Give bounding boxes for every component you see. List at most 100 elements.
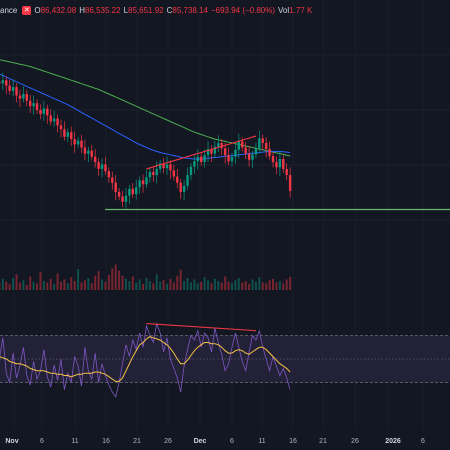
close-key: C: [166, 5, 173, 15]
volume-bar: [166, 284, 168, 290]
candle: [97, 158, 100, 176]
candle: [247, 146, 251, 167]
candle: [15, 83, 18, 103]
volume-bar: [241, 282, 244, 290]
candle: [230, 152, 234, 167]
sell-badge-icon[interactable]: ✕: [22, 5, 32, 15]
candle: [165, 156, 169, 176]
candle: [0, 81, 1, 84]
candle: [18, 89, 22, 107]
volume-bar: [272, 278, 275, 290]
candle: [217, 135, 220, 153]
volume-bar: [94, 275, 97, 290]
volume-bar: [1, 278, 4, 290]
candle: [282, 155, 285, 173]
candle: [179, 178, 182, 199]
volume-bar: [145, 278, 148, 290]
volume-bar: [278, 281, 281, 290]
candle: [261, 134, 264, 150]
ma-fast-line: [0, 73, 291, 160]
x-tick-label: 16: [102, 438, 110, 445]
candle: [196, 149, 199, 170]
candle: [182, 180, 186, 201]
candle: [203, 149, 206, 168]
volume-bar: [248, 284, 251, 290]
change-value: −693.94 (−0.80%): [210, 5, 276, 15]
volume-bar: [124, 278, 127, 290]
volume-bar: [77, 269, 80, 290]
x-axis: Nov 6 11 16 21 26 Dec 6 11 16 21 26 2026 6: [5, 438, 425, 445]
volume-bar: [193, 279, 196, 290]
volume-bar: [46, 282, 49, 290]
candle: [49, 109, 52, 126]
volume-bar: [251, 279, 254, 290]
candle: [186, 167, 189, 190]
rsi-divergence-line[interactable]: [146, 323, 256, 332]
high-value: 86,535.22: [84, 5, 121, 15]
volume-bar: [90, 283, 93, 290]
volume-bar: [189, 282, 192, 290]
price-trendline[interactable]: [146, 135, 257, 170]
volume-bar: [169, 278, 172, 290]
candle: [162, 157, 165, 174]
volume-bar: [234, 280, 237, 290]
volume-bar: [265, 283, 268, 290]
x-tick-label: 2026: [385, 438, 401, 445]
close-value: 85,738.14: [172, 5, 208, 15]
candle: [121, 190, 124, 208]
candle: [25, 90, 28, 107]
volume-bar: [261, 282, 264, 290]
volume-bar: [32, 281, 35, 290]
candles: [0, 72, 292, 209]
volume-bar: [224, 276, 227, 290]
candle: [155, 161, 158, 184]
candle: [29, 95, 32, 114]
candle: [66, 128, 70, 143]
candle: [138, 176, 141, 195]
x-tick-label: 16: [289, 438, 297, 445]
candle: [93, 149, 97, 168]
volume-bar: [121, 275, 124, 290]
candle: [100, 158, 104, 178]
volume-bar: [87, 278, 90, 290]
volume-bar: [22, 280, 25, 290]
volume-bar: [196, 283, 199, 290]
candle: [227, 147, 230, 166]
candle: [237, 133, 241, 159]
volume-bar: [183, 281, 186, 290]
volume-bar: [107, 275, 110, 290]
candle: [73, 131, 76, 153]
candle: [11, 79, 15, 97]
volume-bar: [159, 281, 162, 290]
volume-bar: [59, 281, 62, 290]
candle: [268, 141, 271, 160]
candle: [63, 121, 66, 141]
candle: [254, 142, 258, 159]
candle: [104, 156, 107, 176]
candle: [128, 185, 131, 205]
volume-bar: [25, 284, 28, 290]
volume-value: 1.77 K: [289, 5, 313, 15]
candle: [70, 126, 73, 146]
candle: [56, 114, 59, 133]
x-tick-label: 6: [421, 438, 425, 445]
x-tick-label: 6: [40, 438, 44, 445]
x-tick-label: 6: [230, 438, 234, 445]
candle: [1, 72, 5, 91]
volume-bar: [8, 284, 11, 290]
volume-bar: [203, 277, 206, 290]
volume-bar: [66, 283, 69, 290]
candle: [80, 134, 83, 153]
candle: [114, 175, 117, 201]
candle: [35, 99, 39, 114]
volume-bar: [49, 278, 52, 290]
volume-bar: [114, 264, 117, 290]
candle: [251, 150, 254, 169]
candle: [141, 174, 145, 193]
candle: [46, 104, 49, 124]
candle: [124, 188, 128, 209]
volume-bar: [186, 278, 189, 290]
volume-bar: [138, 279, 141, 290]
candle: [145, 169, 148, 189]
